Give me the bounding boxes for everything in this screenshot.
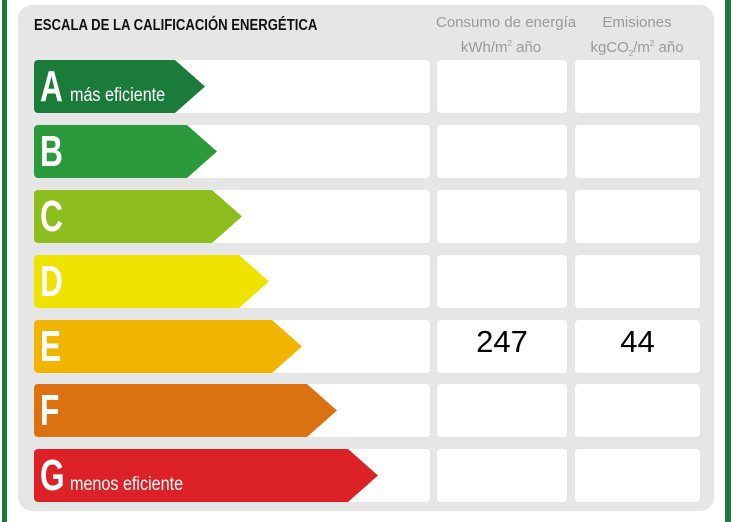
- rating-arrow-d: [34, 255, 269, 308]
- scale-title: ESCALA DE LA CALIFICACIÓN ENERGÉTICA: [34, 17, 318, 34]
- emissions-value-cell: [575, 125, 700, 178]
- rating-row-d: D: [34, 255, 700, 308]
- energy-value-cell: [437, 449, 567, 502]
- rating-row-e: E 247 44: [34, 320, 700, 373]
- rating-letter: D: [40, 257, 63, 306]
- rating-row-a: A más eficiente: [34, 60, 700, 113]
- energy-header-text: Consumo de energía: [436, 14, 577, 31]
- rating-row-g: G menos eficiente: [34, 449, 700, 502]
- emissions-value-cell: [575, 255, 700, 308]
- energy-value-cell: [437, 255, 567, 308]
- rating-arrow-f: [34, 384, 337, 437]
- rating-letter: B: [40, 127, 63, 176]
- rating-arrow-b: [34, 125, 217, 178]
- frame-border-left: [2, 0, 7, 522]
- energy-unit-sup: 2: [507, 39, 512, 48]
- emissions-unit-base: kgCO: [590, 39, 629, 56]
- energy-unit: kWh/m2 año: [436, 33, 566, 58]
- rating-letter: A: [40, 62, 63, 111]
- rating-row-b: B: [34, 125, 700, 178]
- energy-value-cell: [437, 384, 567, 437]
- emissions-value-cell: [575, 190, 700, 243]
- energy-unit-suffix: año: [511, 39, 542, 56]
- rating-letter: E: [40, 322, 62, 371]
- rating-arrow-a: [34, 60, 205, 113]
- energy-value-cell: [437, 190, 567, 243]
- emissions-unit-per: /m: [633, 39, 650, 56]
- energy-value-cell: [437, 125, 567, 178]
- energy-value-cell: 247: [437, 320, 567, 373]
- rating-letter: C: [40, 192, 63, 241]
- rating-letter: G: [40, 451, 65, 500]
- rating-letter: F: [40, 386, 60, 435]
- rating-arrow-e: [34, 320, 302, 373]
- rating-row-f: F: [34, 384, 700, 437]
- energy-column-header: Consumo de energía kWh/m2 año: [436, 12, 577, 58]
- frame-border-right: [725, 0, 731, 522]
- rating-arrow-g: [34, 449, 378, 502]
- emissions-unit: kgCO2/m2 año: [572, 33, 702, 64]
- emissions-value-cell: [575, 60, 700, 113]
- rating-sublabel: menos eficiente: [70, 474, 184, 495]
- emissions-unit-suffix: año: [654, 39, 684, 56]
- energy-value-cell: [437, 60, 567, 113]
- energy-unit-base: kWh/m: [460, 39, 508, 56]
- rating-arrow-c: [34, 190, 242, 243]
- emissions-value-cell: [575, 384, 700, 437]
- rating-row-c: C: [34, 190, 700, 243]
- emissions-header-text: Emisiones: [602, 14, 672, 31]
- emissions-value-cell: [575, 449, 700, 502]
- rating-sublabel: más eficiente: [70, 85, 166, 106]
- emissions-value-cell: 44: [575, 320, 700, 373]
- emissions-column-header: Emisiones kgCO2/m2 año: [572, 12, 702, 64]
- emissions-unit-sup: 2: [649, 39, 655, 48]
- emissions-unit-sub: 2: [628, 49, 634, 58]
